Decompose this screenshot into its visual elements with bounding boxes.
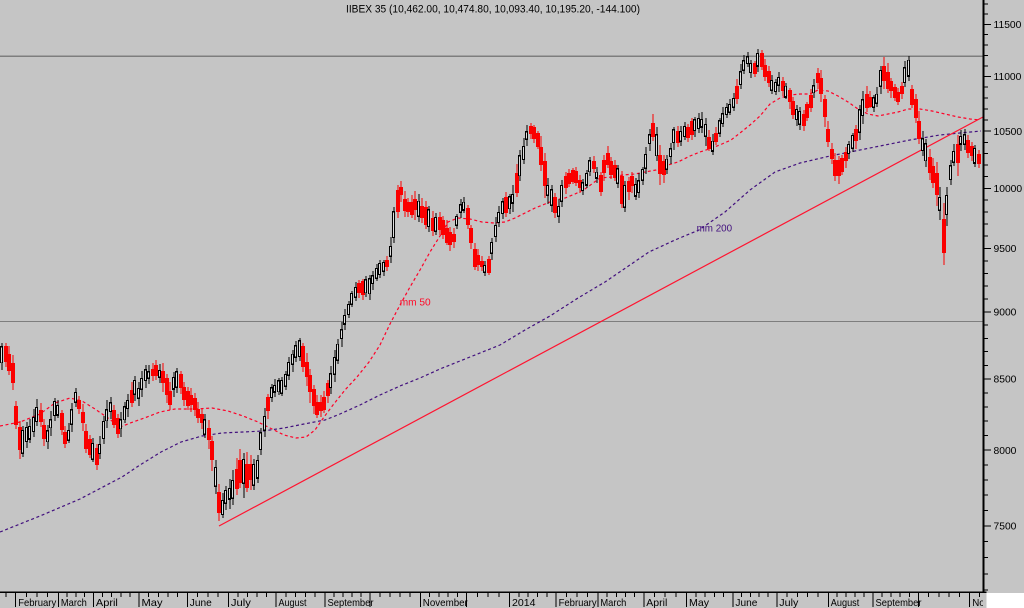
svg-text:July: July — [779, 598, 799, 608]
svg-text:9000: 9000 — [994, 308, 1017, 319]
svg-text:April: April — [646, 598, 667, 608]
svg-text:mm 50: mm 50 — [400, 298, 431, 309]
svg-text:February: February — [559, 598, 598, 608]
svg-text:May: May — [689, 598, 710, 608]
svg-text:8500: 8500 — [994, 375, 1017, 386]
svg-text:March: March — [61, 598, 87, 608]
svg-text:11500: 11500 — [994, 20, 1022, 31]
svg-text:November: November — [423, 598, 469, 608]
svg-text:September: September — [876, 598, 923, 608]
svg-text:August: August — [831, 598, 860, 608]
svg-text:August: August — [279, 598, 307, 608]
svg-text:February: February — [18, 598, 57, 608]
svg-text:9500: 9500 — [994, 244, 1017, 255]
svg-text:June: June — [190, 598, 212, 608]
svg-text:November: November — [972, 598, 1018, 608]
svg-text:mm 200: mm 200 — [697, 224, 733, 235]
svg-text:May: May — [142, 598, 164, 608]
svg-text:10000: 10000 — [994, 184, 1023, 195]
svg-text:March: March — [600, 598, 626, 608]
svg-text:11000: 11000 — [994, 72, 1022, 83]
svg-text:10500: 10500 — [994, 127, 1023, 138]
svg-text:July: July — [231, 598, 252, 608]
svg-text:June: June — [735, 598, 757, 608]
svg-text:2014: 2014 — [512, 598, 536, 608]
svg-text:7500: 7500 — [994, 522, 1017, 533]
svg-text:IIBEX 35 (10,462.00, 10,474.80: IIBEX 35 (10,462.00, 10,474.80, 10,093.4… — [346, 4, 640, 16]
svg-text:September: September — [328, 598, 375, 608]
svg-text:8000: 8000 — [994, 446, 1017, 457]
svg-text:April: April — [96, 598, 118, 608]
